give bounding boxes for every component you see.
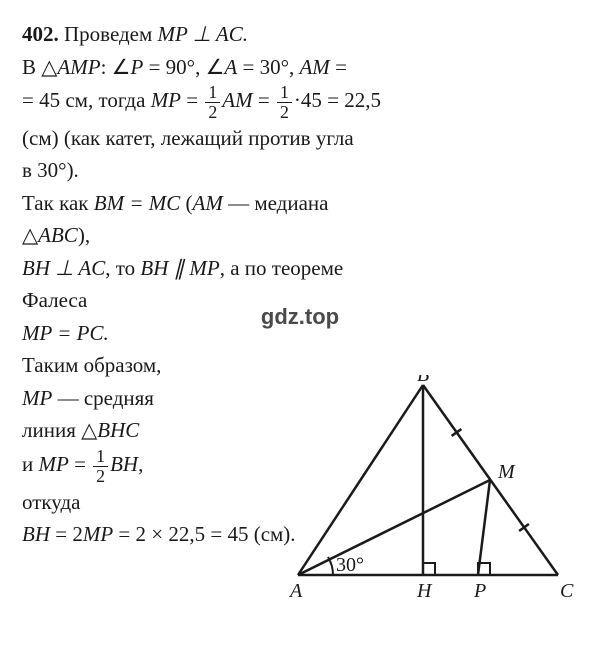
fraction: 12 — [93, 447, 108, 485]
t: = — [253, 88, 275, 112]
t: ), — [78, 223, 90, 247]
t: ( — [180, 191, 192, 215]
svg-text:C: C — [560, 580, 574, 602]
t: BHC — [97, 418, 139, 442]
t: MP ⊥ AC. — [158, 22, 248, 46]
t: ABC — [38, 223, 78, 247]
solution-text: 402. Проведем MP ⊥ AC. В △AMP: ∠P = 90°,… — [22, 18, 578, 551]
t: A — [224, 55, 237, 79]
t: Так как — [22, 191, 94, 215]
t: AM — [299, 55, 329, 79]
t: = — [69, 452, 91, 476]
t: BM = MC — [94, 191, 181, 215]
t: — медиана — [223, 191, 329, 215]
svg-text:A: A — [288, 580, 303, 602]
t: , то — [105, 256, 140, 280]
svg-text:P: P — [473, 580, 486, 602]
t: BH — [22, 522, 50, 546]
t: P — [131, 55, 144, 79]
t: = — [330, 55, 347, 79]
t: = 2 — [50, 522, 83, 546]
t: — средняя — [52, 386, 154, 410]
t: , а по теореме — [220, 256, 344, 280]
t: = — [181, 88, 203, 112]
fraction: 12 — [205, 83, 220, 121]
t: BH, — [110, 452, 143, 476]
t: BH ⊥ AC — [22, 256, 105, 280]
t: линия △ — [22, 418, 97, 442]
t: ·45 = 22,5 — [294, 88, 381, 112]
t: BH ∥ MP — [140, 256, 219, 280]
t: : ∠ — [101, 55, 131, 79]
t: AM — [193, 191, 223, 215]
t: в 30°). — [22, 158, 79, 182]
t: откуда — [22, 490, 81, 514]
t: (см) (как катет, лежащий против угла — [22, 126, 354, 150]
t: △ — [22, 223, 38, 247]
t: AMP — [57, 55, 100, 79]
t: MP — [39, 452, 69, 476]
t: MP — [83, 522, 113, 546]
t: В △ — [22, 55, 57, 79]
fraction: 12 — [277, 83, 292, 121]
t: = 30°, — [237, 55, 299, 79]
t: MP — [22, 386, 52, 410]
t: = 45 см, тогда — [22, 88, 151, 112]
t: AM — [222, 88, 252, 112]
t: Фалеса — [22, 288, 87, 312]
problem-number: 402. — [22, 22, 59, 46]
t: = 2 × 22,5 = 45 (см). — [113, 522, 295, 546]
svg-text:30°: 30° — [336, 554, 364, 576]
t: = 90°, ∠ — [143, 55, 224, 79]
t: Проведем — [64, 22, 158, 46]
svg-text:H: H — [416, 580, 433, 602]
t: и — [22, 452, 39, 476]
t: Таким образом, — [22, 353, 161, 377]
t: MP = PC. — [22, 321, 109, 345]
t: MP — [151, 88, 181, 112]
